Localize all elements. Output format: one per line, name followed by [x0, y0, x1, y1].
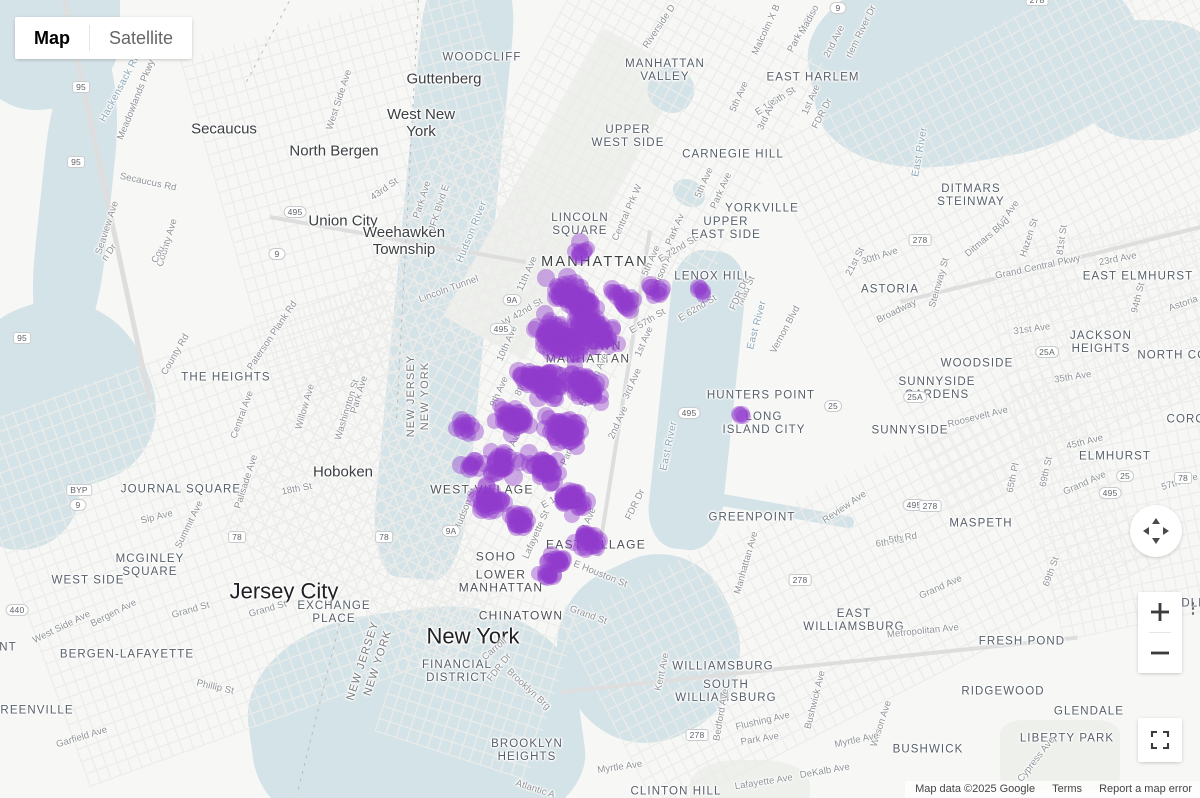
- pan-arrows-icon: [1143, 518, 1169, 544]
- attribution-text: Map data ©2025 Google: [915, 783, 1036, 795]
- pan-control[interactable]: [1130, 505, 1182, 557]
- highway-shield: 78: [375, 531, 393, 543]
- highway-shield: 78: [228, 531, 246, 543]
- fullscreen-icon: [1150, 730, 1170, 750]
- zoom-control[interactable]: [1138, 592, 1182, 673]
- highway-shield: 9A: [502, 294, 522, 306]
- highway-shield: 78: [1174, 472, 1192, 484]
- highway-shield: 278: [685, 729, 709, 741]
- fullscreen-control[interactable]: [1138, 718, 1182, 762]
- zoom-in-button[interactable]: [1138, 592, 1182, 632]
- highway-shield: 495: [677, 407, 701, 419]
- map-attribution: Map data ©2025 Google Terms Report a map…: [905, 781, 1200, 798]
- highway-shield: 25: [824, 400, 842, 412]
- highway-shield: 95: [13, 332, 31, 344]
- highway-shield: BYP: [66, 484, 92, 496]
- zoom-out-button[interactable]: [1138, 633, 1182, 673]
- highway-shield: 9A: [441, 525, 461, 537]
- highway-shield: 95: [72, 81, 90, 93]
- highway-shield: 278: [1025, 0, 1049, 6]
- terms-link[interactable]: Terms: [1052, 783, 1083, 795]
- highway-shield: 25: [1116, 470, 1134, 482]
- highway-shield: 495: [283, 206, 307, 218]
- highway-shield: 278: [908, 234, 932, 246]
- highway-shield: 495: [489, 323, 513, 335]
- highway-shield: 278: [788, 574, 812, 586]
- highway-shield: 25A: [903, 391, 927, 403]
- map-type-satellite-button[interactable]: Satellite: [90, 17, 193, 59]
- highway-shield: 495: [1098, 487, 1122, 499]
- highway-shield: 9: [829, 2, 847, 14]
- highway-shield: 9: [268, 248, 286, 260]
- highway-shield: 9: [69, 499, 87, 511]
- map-type-divider: [89, 25, 90, 51]
- zoom-divider: [1149, 632, 1171, 633]
- highway-shield: 95: [67, 156, 85, 168]
- map-type-map-button[interactable]: Map: [15, 17, 89, 59]
- report-error-link[interactable]: Report a map error: [1099, 783, 1192, 795]
- highway-shield: 25A: [1035, 346, 1059, 358]
- plus-icon: [1151, 603, 1169, 621]
- minus-icon: [1151, 651, 1169, 655]
- map-type-control[interactable]: Map Satellite: [15, 17, 193, 59]
- park-liberty-state: [1000, 720, 1120, 790]
- highway-shield: 440: [5, 604, 29, 616]
- highway-shield: 278: [918, 500, 942, 512]
- more-options-icon[interactable]: [1191, 602, 1194, 615]
